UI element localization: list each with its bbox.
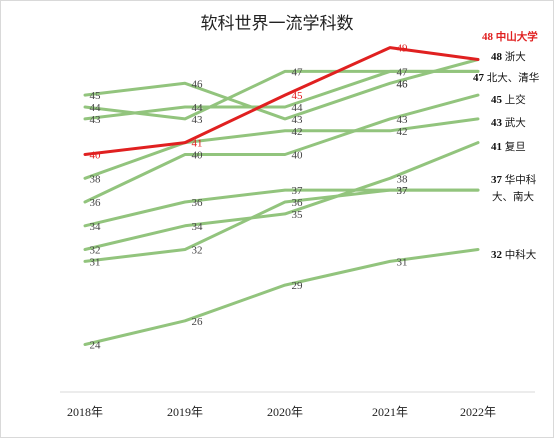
data-label: 44 bbox=[192, 102, 204, 114]
data-label: 40 bbox=[292, 150, 304, 162]
data-label: 42 bbox=[397, 126, 408, 138]
data-label: 43 bbox=[292, 114, 304, 126]
data-label: 42 bbox=[292, 126, 303, 138]
data-label: 47 bbox=[397, 66, 409, 78]
end-label: 45 上交 bbox=[491, 93, 526, 106]
data-label: 31 bbox=[397, 256, 408, 268]
x-tick-label: 2018年 bbox=[67, 405, 103, 419]
series-lines bbox=[83, 46, 480, 346]
end-label: 48 浙大 bbox=[491, 50, 526, 63]
data-label: 37 bbox=[397, 185, 409, 197]
x-tick-label: 2019年 bbox=[167, 405, 203, 419]
data-label: 34 bbox=[90, 221, 102, 233]
data-labels: 4544434038363432312446444341403634322647… bbox=[90, 43, 409, 352]
data-label: 46 bbox=[192, 78, 204, 90]
data-label: 46 bbox=[397, 78, 409, 90]
series-line-3 bbox=[83, 69, 480, 121]
data-label: 32 bbox=[192, 245, 203, 257]
data-label: 38 bbox=[397, 173, 409, 185]
data-label: 46 bbox=[397, 78, 409, 90]
series-line-5 bbox=[83, 93, 480, 204]
data-label: 40 bbox=[192, 150, 204, 162]
x-tick-label: 2020年 bbox=[267, 405, 303, 419]
data-label: 29 bbox=[292, 280, 304, 292]
data-label: 38 bbox=[90, 173, 102, 185]
data-label: 26 bbox=[192, 316, 204, 328]
data-label: 36 bbox=[192, 197, 204, 209]
series-line-4 bbox=[83, 117, 480, 180]
data-label: 35 bbox=[292, 209, 304, 221]
end-label: 32 中科大 bbox=[491, 248, 537, 261]
end-label: 37 华中科 bbox=[491, 173, 537, 186]
data-label: 44 bbox=[90, 102, 102, 114]
series-line-9 bbox=[83, 248, 480, 346]
x-tick-label: 2021年 bbox=[372, 405, 408, 419]
x-tick-labels: 2018年 2019年 2020年 2021年 2022年 bbox=[67, 405, 496, 419]
data-label: 47 bbox=[292, 66, 304, 78]
series-line-7 bbox=[83, 141, 480, 251]
series-line-highlight bbox=[83, 46, 480, 156]
data-label: 24 bbox=[90, 340, 102, 352]
data-label: 49 bbox=[397, 43, 409, 55]
data-label: 43 bbox=[397, 114, 409, 126]
end-label: 47 北大、清华 bbox=[473, 71, 539, 84]
data-label: 45 bbox=[292, 90, 304, 102]
end-labels: 48 中山大学 48 浙大 47 北大、清华 43 武大 45 上交 37 华中科大、南大… bbox=[473, 30, 539, 261]
data-label: 43 bbox=[192, 114, 204, 126]
data-label: 34 bbox=[192, 221, 204, 233]
x-tick-label: 2022年 bbox=[460, 405, 496, 419]
series-line-1 bbox=[83, 58, 480, 121]
data-label: 41 bbox=[192, 138, 203, 150]
series-line-8 bbox=[83, 188, 480, 263]
data-label: 40 bbox=[90, 150, 102, 162]
end-label: 43 武大 bbox=[491, 116, 526, 129]
end-label: 41 复旦 bbox=[491, 140, 526, 153]
data-label: 32 bbox=[90, 245, 101, 257]
data-label: 31 bbox=[90, 256, 101, 268]
chart-title: 软科世界一流学科数 bbox=[201, 14, 354, 33]
data-label: 45 bbox=[90, 90, 102, 102]
data-label: 36 bbox=[90, 197, 102, 209]
end-label-cont: 大、南大 bbox=[492, 190, 534, 203]
data-label: 43 bbox=[90, 114, 102, 126]
data-label: 36 bbox=[292, 197, 304, 209]
data-label: 44 bbox=[292, 102, 304, 114]
data-label: 37 bbox=[397, 185, 409, 197]
data-label: 37 bbox=[292, 185, 304, 197]
end-label-highlight: 48 中山大学 bbox=[482, 30, 538, 43]
